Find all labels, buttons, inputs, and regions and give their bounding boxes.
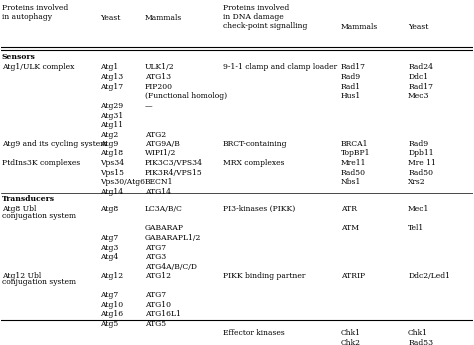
Text: Atg1: Atg1 [100,63,118,71]
Text: Atg31: Atg31 [100,112,123,120]
Text: Atg17: Atg17 [100,82,123,90]
Text: Rad17: Rad17 [408,82,433,90]
Text: ATR: ATR [341,205,357,213]
Text: Mre11: Mre11 [341,159,366,167]
Text: Transducers: Transducers [1,195,55,203]
Text: ATG4A/B/C/D: ATG4A/B/C/D [145,263,197,271]
Text: PIK3C3/VPS34: PIK3C3/VPS34 [145,159,203,167]
Text: FIP200: FIP200 [145,82,173,90]
Text: Atg8: Atg8 [100,205,118,213]
Text: Atg3: Atg3 [100,244,118,252]
Text: conjugation system: conjugation system [1,211,76,220]
Text: Atg2: Atg2 [100,131,118,139]
Text: WIPI1/2: WIPI1/2 [145,149,176,157]
Text: Proteins involved
in DNA damage
check-point signalling: Proteins involved in DNA damage check-po… [223,4,307,30]
Text: Hus1: Hus1 [341,92,361,100]
Text: Vps15: Vps15 [100,169,124,177]
Text: Atg8 Ubl: Atg8 Ubl [1,205,36,213]
Text: ATG5: ATG5 [145,320,166,328]
Text: Chk1: Chk1 [341,329,361,337]
Text: ATG10: ATG10 [145,301,171,309]
Text: Atg1/ULK complex: Atg1/ULK complex [1,63,74,71]
Text: BRCA1: BRCA1 [341,139,368,148]
Text: Atg4: Atg4 [100,254,118,262]
Text: GABARAPL1/2: GABARAPL1/2 [145,234,201,242]
Text: ATG13: ATG13 [145,73,171,81]
Text: Dpb11: Dpb11 [408,149,434,157]
Text: Proteins involved
in autophagy: Proteins involved in autophagy [1,4,68,21]
Text: LC3A/B/C: LC3A/B/C [145,205,182,213]
Text: Mec1: Mec1 [408,205,429,213]
Text: PIK3R4/VPS15: PIK3R4/VPS15 [145,169,202,177]
Text: Ddc1: Ddc1 [408,73,428,81]
Text: ATG7: ATG7 [145,244,166,252]
Text: ATG12: ATG12 [145,272,171,279]
Text: ULK1/2: ULK1/2 [145,63,174,71]
Text: Effector kinases: Effector kinases [223,329,284,337]
Text: Mammals: Mammals [341,23,378,31]
Text: ATG16L1: ATG16L1 [145,310,181,318]
Text: ATM: ATM [341,224,359,232]
Text: 9-1-1 clamp and clamp loader: 9-1-1 clamp and clamp loader [223,63,337,71]
Text: Mec3: Mec3 [408,92,429,100]
Text: Rad9: Rad9 [408,139,428,148]
Text: Vps34: Vps34 [100,159,124,167]
Text: Atg7: Atg7 [100,234,118,242]
Text: Rad17: Rad17 [341,63,366,71]
Text: Rad1: Rad1 [341,82,361,90]
Text: Atg11: Atg11 [100,121,123,129]
Text: Chk1: Chk1 [408,329,428,337]
Text: MRX complexes: MRX complexes [223,159,284,167]
Text: Nbs1: Nbs1 [341,178,361,187]
Text: Sensors: Sensors [1,53,36,61]
Text: ATG3: ATG3 [145,254,166,262]
Text: Rad9: Rad9 [341,73,361,81]
Text: (Functional homolog): (Functional homolog) [145,92,227,100]
Text: ATG14: ATG14 [145,188,171,196]
Text: Atg13: Atg13 [100,73,123,81]
Text: Xrs2: Xrs2 [408,178,426,187]
Text: ATG7: ATG7 [145,291,166,299]
Text: Atg9 and its cycling system: Atg9 and its cycling system [1,139,107,148]
Text: Chk2: Chk2 [341,339,361,345]
Text: Atg10: Atg10 [100,301,123,309]
Text: TopBP1: TopBP1 [341,149,371,157]
Text: Yeast: Yeast [100,14,120,22]
Text: Yeast: Yeast [408,23,428,31]
Text: Vps30/Atg6: Vps30/Atg6 [100,178,145,187]
Text: Atg12: Atg12 [100,272,123,279]
Text: Atg12 Ubl: Atg12 Ubl [1,272,41,279]
Text: Atg7: Atg7 [100,291,118,299]
Text: Atg14: Atg14 [100,188,123,196]
Text: Atg9: Atg9 [100,139,118,148]
Text: PI3-kinases (PIKK): PI3-kinases (PIKK) [223,205,295,213]
Text: Atg29: Atg29 [100,102,123,110]
Text: BECN1: BECN1 [145,178,173,187]
Text: Rad50: Rad50 [408,169,433,177]
Text: Mammals: Mammals [145,14,182,22]
Text: conjugation system: conjugation system [1,278,76,286]
Text: —: — [145,102,153,110]
Text: ATRIP: ATRIP [341,272,365,279]
Text: PIKK binding partner: PIKK binding partner [223,272,305,279]
Text: Atg5: Atg5 [100,320,118,328]
Text: Atg18: Atg18 [100,149,123,157]
Text: Rad50: Rad50 [341,169,366,177]
Text: Atg16: Atg16 [100,310,123,318]
Text: PtdIns3K complexes: PtdIns3K complexes [1,159,80,167]
Text: GABARAP: GABARAP [145,224,184,232]
Text: Rad24: Rad24 [408,63,433,71]
Text: Rad53: Rad53 [408,339,433,345]
Text: Tel1: Tel1 [408,224,424,232]
Text: ATG9A/B: ATG9A/B [145,139,180,148]
Text: Ddc2/Led1: Ddc2/Led1 [408,272,450,279]
Text: ATG2: ATG2 [145,131,166,139]
Text: BRCT-containing: BRCT-containing [223,139,287,148]
Text: Mre 11: Mre 11 [408,159,436,167]
